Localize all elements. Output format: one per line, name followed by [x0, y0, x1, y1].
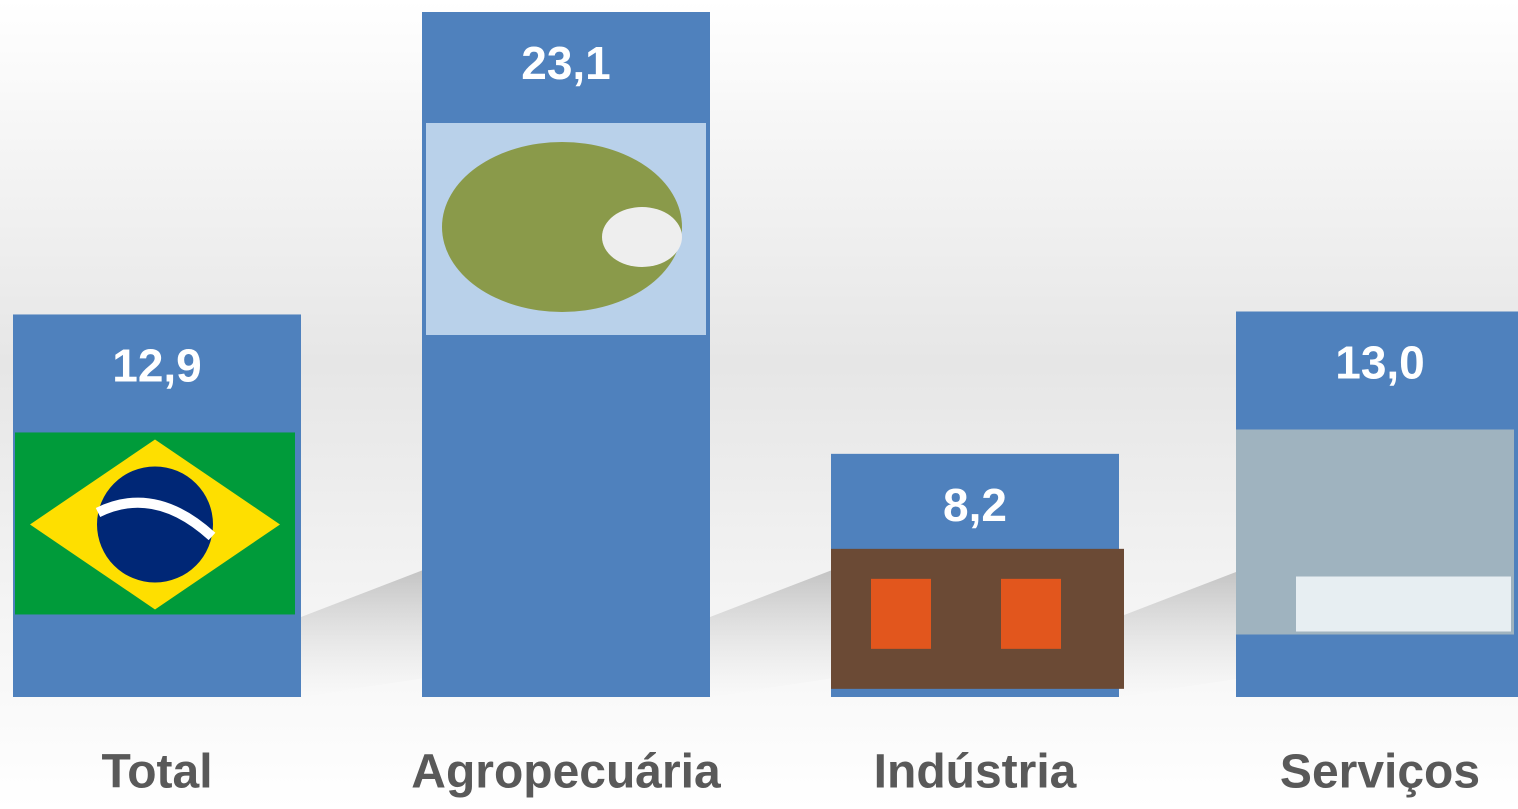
category-label: Serviços [1280, 746, 1480, 799]
image-services-desk [1296, 576, 1511, 632]
value-label: 23,1 [521, 37, 611, 89]
image-industry-robot [1001, 578, 1061, 649]
image-agro-shape [442, 142, 682, 312]
category-label: Agropecuária [411, 746, 721, 799]
flag-band [95, 497, 216, 541]
category-label: Indústria [874, 746, 1077, 799]
plot-area: 12,9 Total 23,1 Agropecuária 8,2 Indústria 13,… [13, 12, 1518, 799]
category-label: Total [101, 746, 212, 799]
bar-shadow [301, 567, 431, 697]
bar [422, 12, 710, 697]
bar-shadow [710, 567, 840, 697]
flag-globe [97, 466, 213, 583]
bar-shadow [1119, 567, 1249, 697]
image-agro-shape [602, 207, 682, 267]
image-industry-robot [871, 578, 931, 649]
value-label: 8,2 [943, 479, 1007, 531]
value-label: 13,0 [1335, 337, 1425, 389]
value-label: 12,9 [112, 340, 202, 392]
